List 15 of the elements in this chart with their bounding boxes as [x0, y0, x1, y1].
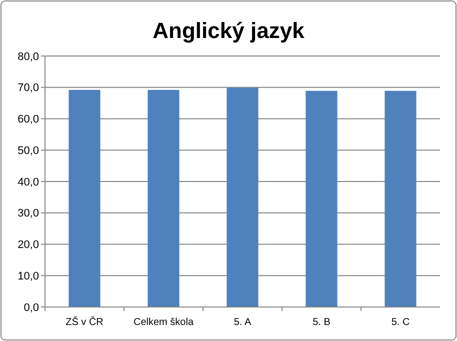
y-tick-label: 50,0: [18, 144, 39, 157]
x-tick-label: 5. A: [234, 317, 252, 328]
y-tick-label: 0,0: [24, 302, 39, 314]
y-tick-label: 10,0: [18, 270, 39, 282]
y-tick-label: 20,0: [18, 239, 39, 252]
x-tick-label: Celkem škola: [133, 317, 194, 328]
y-tick-label: 30,0: [18, 208, 39, 220]
chart-title: Anglický jazyk: [152, 18, 306, 43]
y-tick-label: 70,0: [18, 82, 39, 94]
x-tick-label: ZŠ v ČR: [66, 316, 104, 328]
y-tick-label: 60,0: [18, 114, 39, 126]
x-tick-label: 5. C: [391, 317, 410, 328]
y-tick-label: 40,0: [18, 176, 39, 188]
y-tick-label: 80,0: [18, 50, 39, 63]
x-tick-label: 5. B: [312, 317, 331, 328]
